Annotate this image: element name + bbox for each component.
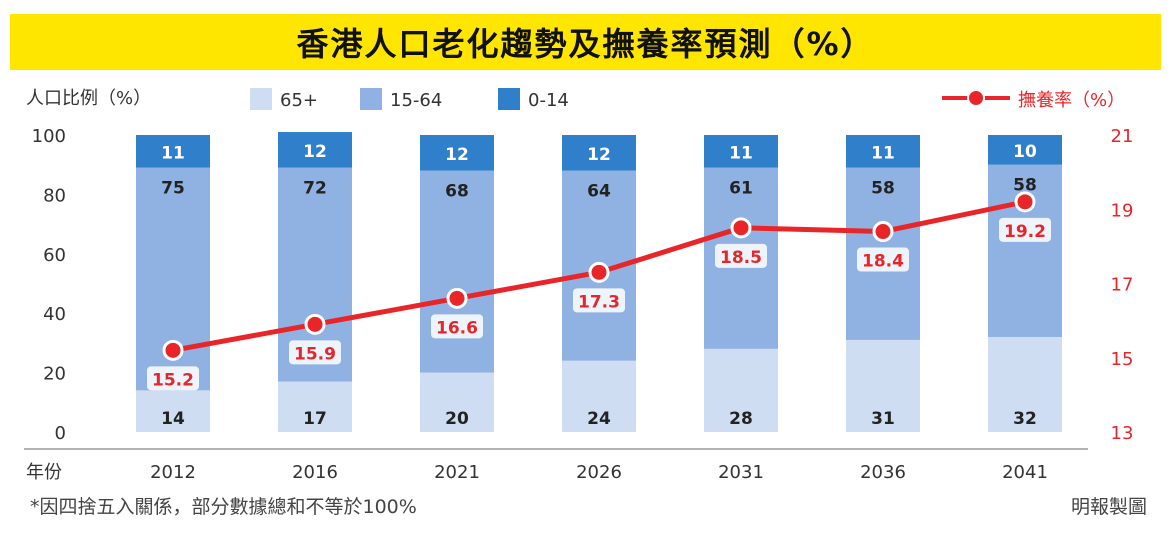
y2-tick-label: 17	[1111, 275, 1134, 296]
bar-value-label: 17	[303, 409, 327, 429]
x-tick-label: 2021	[434, 462, 480, 483]
y2-tick-label: 13	[1111, 423, 1134, 444]
bar-15-64-2021	[420, 170, 494, 373]
y-tick-label: 20	[43, 364, 66, 385]
bar-value-label: 11	[161, 143, 185, 163]
y-tick-label: 100	[32, 126, 66, 147]
bar-value-label: 11	[729, 143, 753, 163]
ratio-label-bg	[715, 243, 767, 268]
ratio-value-label: 18.5	[720, 248, 762, 268]
legend-label: 0-14	[528, 90, 569, 111]
bar-value-label: 61	[729, 179, 753, 199]
bar-value-label: 24	[587, 409, 611, 429]
bar-0-14-2016	[278, 132, 352, 168]
x-tick-label: 2036	[860, 462, 906, 483]
bar-0-14-2012	[136, 135, 210, 168]
chart-title: 香港人口老化趨勢及撫養率預測（%）	[296, 25, 875, 63]
legend-line-label: 撫養率（%）	[1018, 90, 1125, 111]
ratio-point	[446, 287, 468, 309]
bar-0-14-2036	[846, 135, 920, 168]
bar-value-label: 68	[445, 182, 469, 202]
bar-value-label: 28	[729, 409, 753, 429]
bar-value-label: 75	[161, 179, 185, 199]
legend-label: 15-64	[390, 90, 442, 111]
x-tick-label: 2026	[576, 462, 622, 483]
bar-65+-2016	[278, 381, 352, 432]
bar-65+-2041	[988, 336, 1062, 432]
ratio-point	[1014, 191, 1036, 213]
bar-value-label: 64	[587, 182, 611, 202]
bar-value-label: 12	[587, 145, 611, 165]
ratio-label-bg	[289, 340, 341, 365]
bar-65+-2021	[420, 372, 494, 432]
legend-swatch-65+	[250, 88, 272, 110]
y-tick-label: 0	[55, 423, 66, 444]
legend-line-marker	[967, 89, 985, 107]
bar-value-label: 10	[1013, 142, 1037, 162]
y-tick-label: 80	[43, 185, 66, 206]
ratio-point	[730, 217, 752, 239]
ratio-value-label: 15.9	[294, 344, 336, 364]
source-credit: 明報製圖	[1070, 496, 1147, 518]
bar-value-label: 58	[1013, 176, 1037, 196]
ratio-label-bg	[431, 314, 483, 339]
bar-value-label: 31	[871, 409, 895, 429]
bar-value-label: 72	[303, 179, 327, 199]
left-axis-label: 人口比例（%）	[26, 88, 151, 109]
ratio-label-bg	[147, 366, 199, 391]
ratio-value-label: 16.6	[436, 318, 478, 338]
bar-0-14-2026	[562, 135, 636, 171]
y-tick-label: 40	[43, 304, 66, 325]
ratio-value-label: 19.2	[1004, 222, 1046, 242]
ratio-value-label: 17.3	[578, 292, 620, 312]
x-tick-label: 2031	[718, 462, 764, 483]
ratio-value-label: 18.4	[862, 252, 904, 272]
y2-tick-label: 15	[1111, 349, 1134, 370]
bar-value-label: 11	[871, 143, 895, 163]
ratio-label-bg	[857, 247, 909, 272]
bar-65+-2026	[562, 360, 636, 432]
bar-0-14-2031	[704, 135, 778, 168]
bar-65+-2031	[704, 348, 778, 432]
bar-value-label: 58	[871, 179, 895, 199]
ratio-point	[304, 313, 326, 335]
title-bar: 香港人口老化趨勢及撫養率預測（%）	[10, 14, 1161, 70]
bar-0-14-2041	[988, 135, 1062, 165]
bar-value-label: 32	[1013, 409, 1037, 429]
x-tick-label: 2012	[150, 462, 196, 483]
bar-value-label: 12	[303, 142, 327, 162]
bar-0-14-2021	[420, 135, 494, 171]
legend-swatch-0-14	[498, 88, 520, 110]
ratio-value-label: 15.2	[152, 370, 194, 390]
y2-tick-label: 19	[1111, 200, 1134, 221]
bar-65+-2036	[846, 339, 920, 432]
ratio-point	[872, 221, 894, 243]
x-prefix-label: 年份	[26, 462, 62, 483]
legend-label: 65+	[280, 90, 318, 111]
y2-tick-label: 21	[1111, 126, 1134, 147]
ratio-point	[162, 339, 184, 361]
bar-value-label: 12	[445, 145, 469, 165]
legend-swatch-15-64	[360, 88, 382, 110]
x-tick-label: 2041	[1002, 462, 1048, 483]
ratio-point	[588, 261, 610, 283]
ratio-label-bg	[999, 217, 1051, 242]
ratio-label-bg	[573, 288, 625, 313]
x-tick-label: 2016	[292, 462, 338, 483]
footnote: *因四捨五入關係，部分數據總和不等於100%	[30, 496, 417, 518]
bar-value-label: 14	[161, 409, 185, 429]
y-tick-label: 60	[43, 245, 66, 266]
bar-65+-2012	[136, 390, 210, 432]
bar-value-label: 20	[445, 409, 469, 429]
